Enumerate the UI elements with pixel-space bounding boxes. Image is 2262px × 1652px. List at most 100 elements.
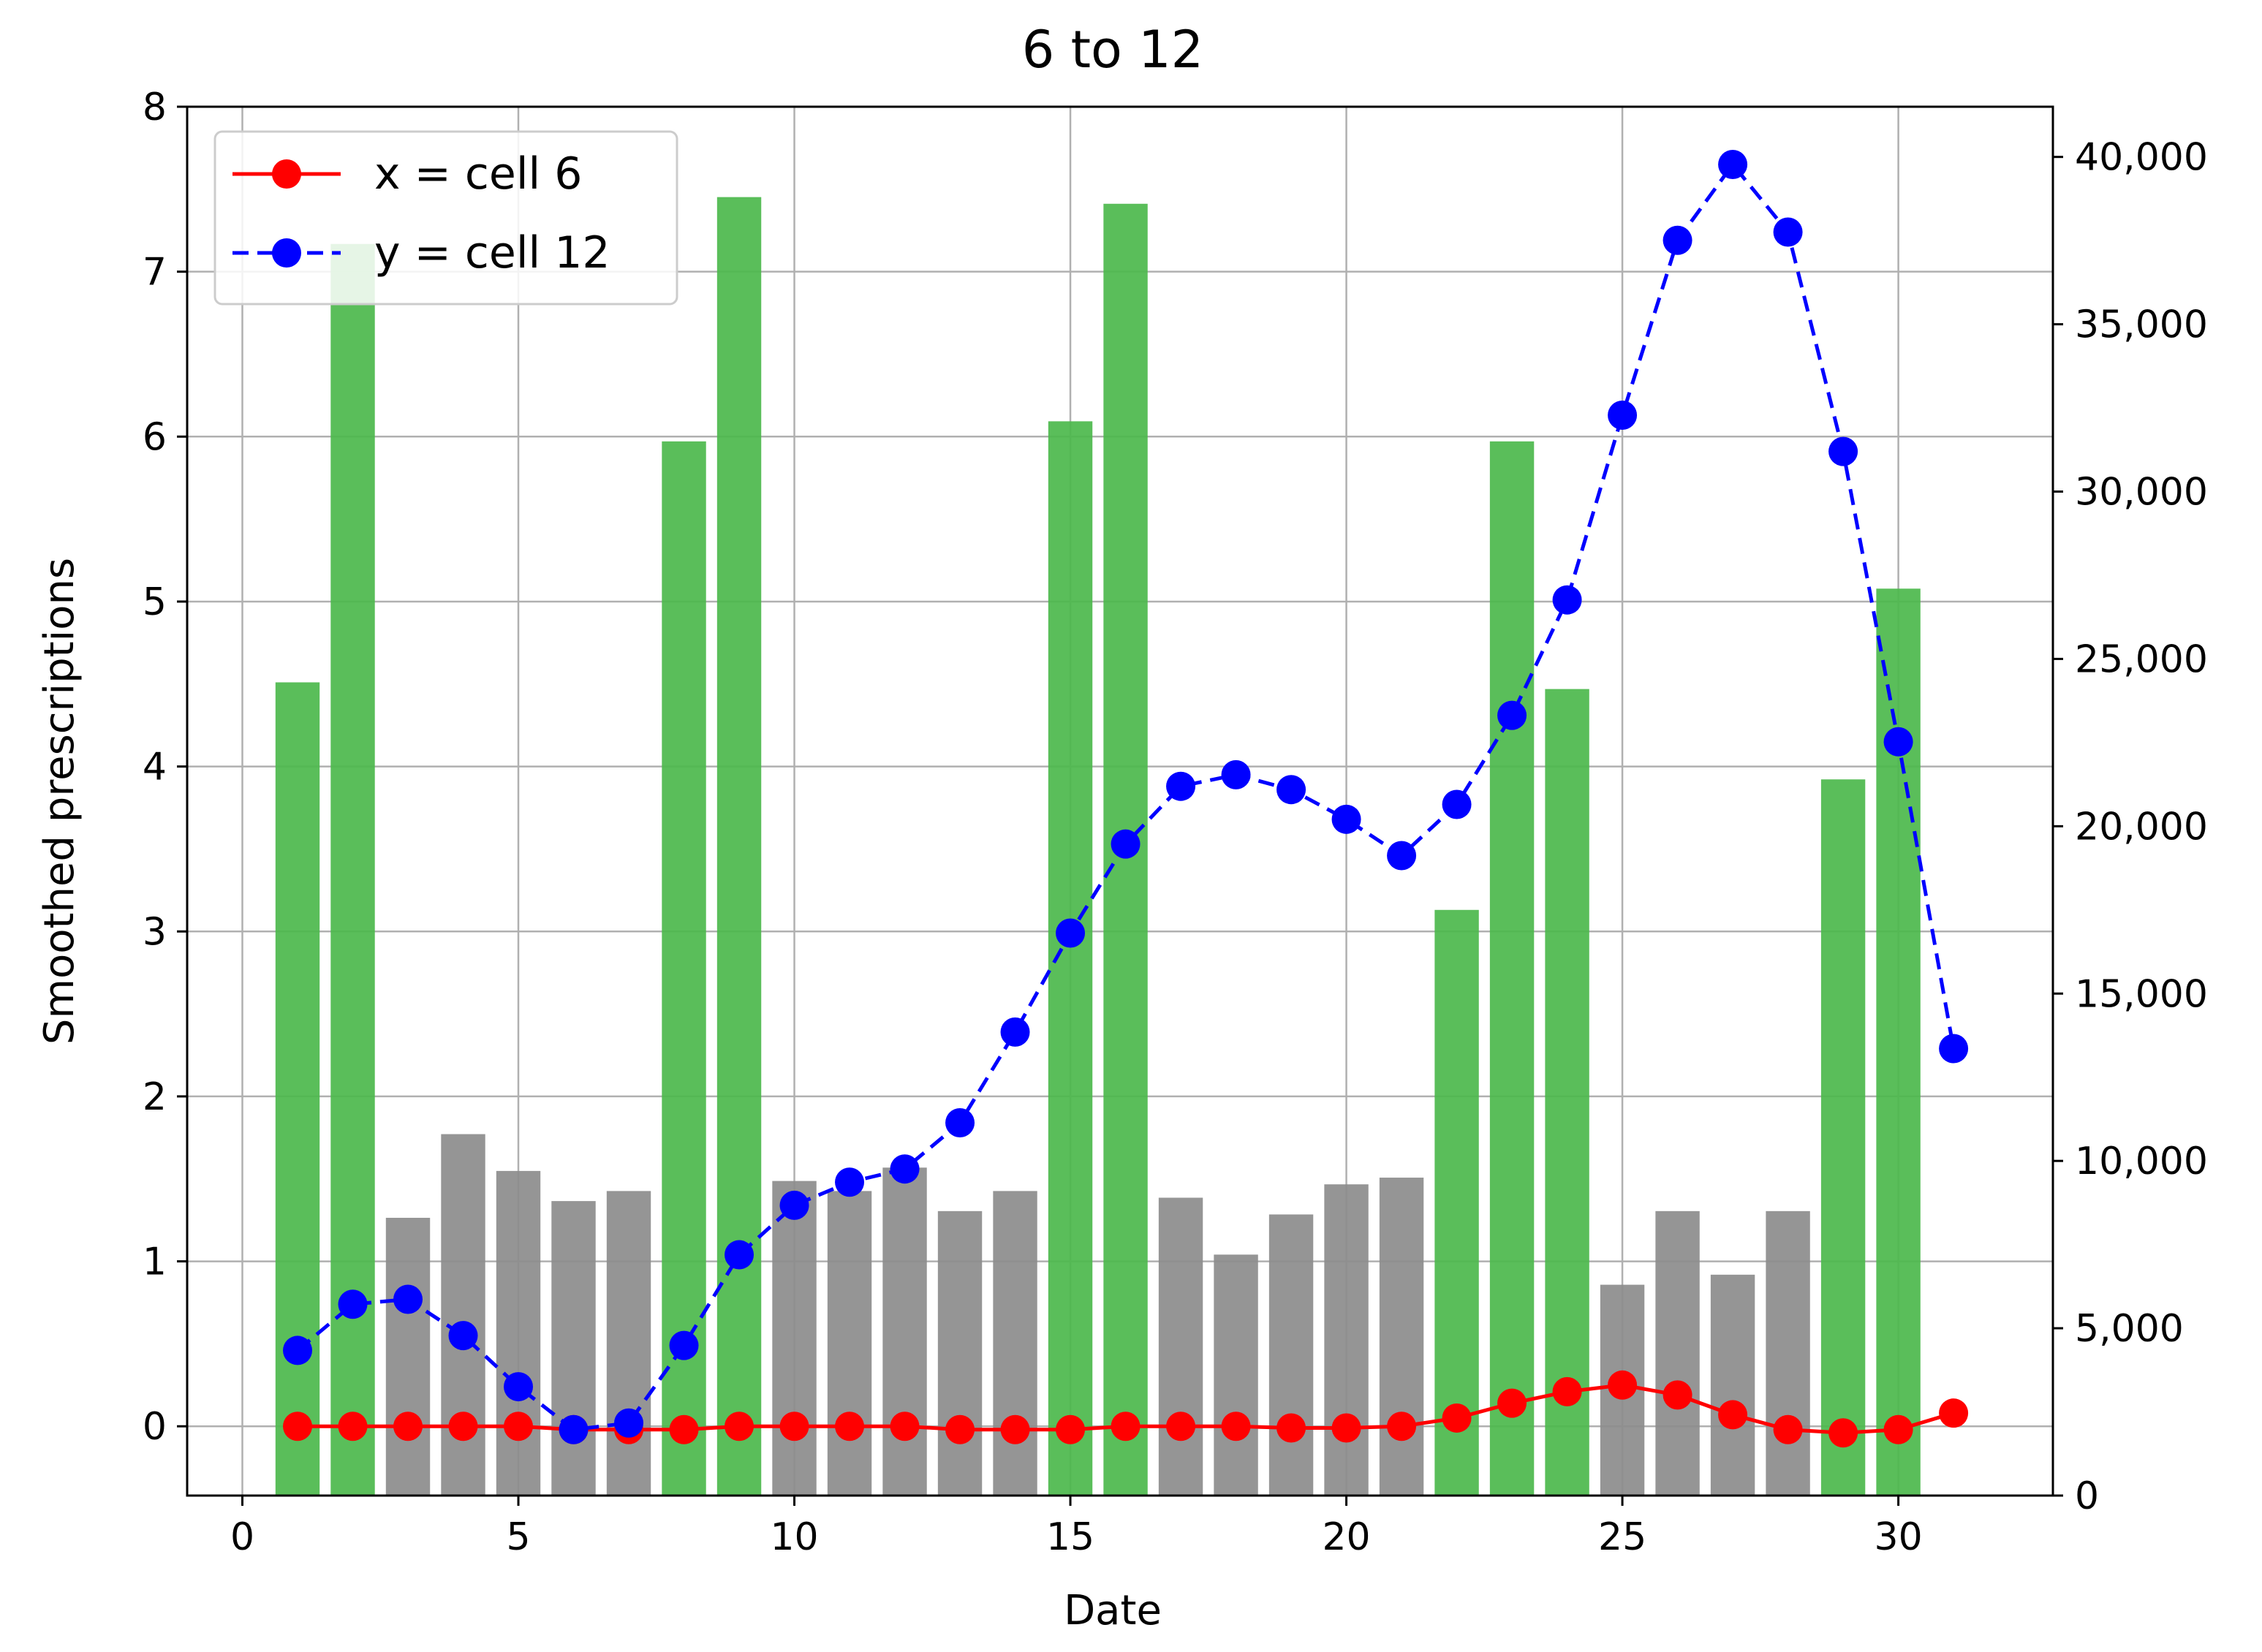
bar-date-9 <box>716 197 762 1496</box>
series-point-cell-6-11 <box>835 1412 865 1441</box>
x-tick-label-10: 10 <box>770 1515 818 1559</box>
legend-label-cell-12: y = cell 12 <box>374 227 610 279</box>
y-tick-label-6: 6 <box>143 415 167 459</box>
series-point-cell-6-27 <box>1718 1400 1748 1430</box>
series-point-cell-12-24 <box>1552 585 1582 615</box>
y-tick-label-0: 0 <box>143 1405 167 1449</box>
bar-date-19 <box>1268 1214 1314 1496</box>
legend-marker-cell-12 <box>272 238 301 268</box>
series-point-cell-12-18 <box>1221 759 1251 789</box>
bar-date-14 <box>993 1191 1037 1496</box>
bar-date-21 <box>1379 1178 1424 1496</box>
legend: x = cell 6 y = cell 12 <box>213 130 678 306</box>
series-point-cell-12-28 <box>1773 217 1803 247</box>
series-point-cell-6-10 <box>779 1412 809 1441</box>
legend-label-cell-6: x = cell 6 <box>374 148 582 200</box>
bar-date-26 <box>1655 1210 1700 1496</box>
x-tick-label-25: 25 <box>1598 1515 1646 1559</box>
x-axis-ticks: 0 5 10 15 20 25 30 <box>230 1496 1923 1559</box>
y2-tick-label-40000: 40,000 <box>2075 136 2208 180</box>
series-point-cell-6-14 <box>1000 1414 1030 1444</box>
y2-tick-label-0: 0 <box>2075 1474 2099 1518</box>
x-tick-label-5: 5 <box>506 1515 530 1559</box>
y2-tick-label-25000: 25,000 <box>2075 637 2208 681</box>
series-point-cell-12-11 <box>835 1167 865 1197</box>
series-point-cell-6-23 <box>1497 1388 1527 1418</box>
bar-date-2 <box>330 243 375 1496</box>
legend-marker-cell-6 <box>272 159 301 189</box>
series-point-cell-12-29 <box>1828 436 1858 466</box>
series-point-cell-6-2 <box>338 1412 368 1441</box>
series-point-cell-12-1 <box>283 1335 313 1365</box>
series-point-cell-12-21 <box>1387 841 1417 871</box>
bar-date-29 <box>1820 779 1866 1496</box>
y-tick-label-7: 7 <box>143 251 167 295</box>
x-tick-label-0: 0 <box>230 1515 254 1559</box>
series-point-cell-6-1 <box>283 1412 313 1441</box>
series-point-cell-6-18 <box>1221 1412 1251 1441</box>
x-axis-label: Date <box>1064 1587 1162 1634</box>
series-point-cell-6-20 <box>1331 1413 1361 1443</box>
series-point-cell-6-9 <box>725 1412 754 1441</box>
series-point-cell-12-7 <box>614 1408 644 1438</box>
bar-date-10 <box>772 1181 817 1496</box>
x-tick-label-30: 30 <box>1875 1515 1923 1559</box>
series-point-cell-12-8 <box>669 1330 699 1360</box>
y-tick-label-3: 3 <box>143 910 167 954</box>
series-point-cell-12-9 <box>725 1240 754 1270</box>
bar-date-24 <box>1545 689 1589 1496</box>
y-tick-label-8: 8 <box>143 86 167 129</box>
bar-date-1 <box>275 682 320 1496</box>
series-point-cell-12-10 <box>779 1190 809 1220</box>
bar-date-11 <box>827 1191 872 1496</box>
series-point-cell-6-15 <box>1056 1414 1086 1444</box>
x-tick-label-15: 15 <box>1046 1515 1094 1559</box>
y-axis-label: Smoothed prescriptions <box>36 558 83 1045</box>
bar-date-7 <box>606 1191 651 1496</box>
series-point-cell-12-5 <box>504 1372 534 1402</box>
series-point-cell-12-4 <box>448 1321 478 1351</box>
bar-date-5 <box>496 1170 541 1496</box>
series-point-cell-6-13 <box>945 1414 975 1444</box>
y2-tick-label-15000: 15,000 <box>2075 972 2208 1016</box>
bar-date-20 <box>1324 1184 1369 1496</box>
series-point-cell-12-26 <box>1663 225 1692 255</box>
bar-date-27 <box>1710 1274 1755 1496</box>
series-point-cell-12-12 <box>890 1154 920 1184</box>
series-point-cell-6-5 <box>504 1412 534 1441</box>
bar-date-17 <box>1158 1197 1203 1496</box>
series-point-cell-6-22 <box>1442 1403 1472 1433</box>
series-point-cell-12-13 <box>945 1108 975 1138</box>
series-point-cell-12-20 <box>1331 804 1361 834</box>
y2-tick-label-35000: 35,000 <box>2075 303 2208 347</box>
line-series <box>283 149 1969 1448</box>
series-point-cell-6-21 <box>1387 1412 1417 1441</box>
series-point-cell-12-6 <box>559 1414 589 1444</box>
y2-tick-label-10000: 10,000 <box>2075 1140 2208 1183</box>
series-point-cell-6-28 <box>1773 1414 1803 1444</box>
series-point-cell-12-14 <box>1000 1017 1030 1047</box>
y-tick-label-2: 2 <box>143 1075 167 1119</box>
bar-date-22 <box>1434 909 1479 1496</box>
chart-title: 6 to 12 <box>1022 20 1203 80</box>
series-point-cell-6-26 <box>1663 1380 1692 1410</box>
series-point-cell-12-15 <box>1056 918 1086 948</box>
x-tick-label-20: 20 <box>1322 1515 1370 1559</box>
series-point-cell-6-16 <box>1111 1412 1141 1441</box>
series-point-cell-6-4 <box>448 1412 478 1441</box>
series-point-cell-12-2 <box>338 1289 368 1319</box>
series-point-cell-12-16 <box>1111 829 1141 859</box>
bar-date-4 <box>441 1134 485 1496</box>
bar-date-28 <box>1766 1210 1810 1496</box>
bar-date-12 <box>882 1167 927 1496</box>
y-tick-label-1: 1 <box>143 1240 167 1284</box>
bar-date-3 <box>385 1218 431 1496</box>
series-point-cell-12-22 <box>1442 789 1472 819</box>
series-point-cell-12-25 <box>1608 400 1638 430</box>
right-y-axis-ticks: 0 5,000 10,000 15,000 20,000 25,000 30,000 35,0… <box>2053 136 2208 1518</box>
series-point-cell-12-23 <box>1497 700 1527 730</box>
series-point-cell-6-30 <box>1883 1414 1913 1444</box>
bar-date-8 <box>662 441 706 1496</box>
bar-date-18 <box>1214 1254 1258 1496</box>
series-point-cell-6-19 <box>1276 1413 1306 1443</box>
